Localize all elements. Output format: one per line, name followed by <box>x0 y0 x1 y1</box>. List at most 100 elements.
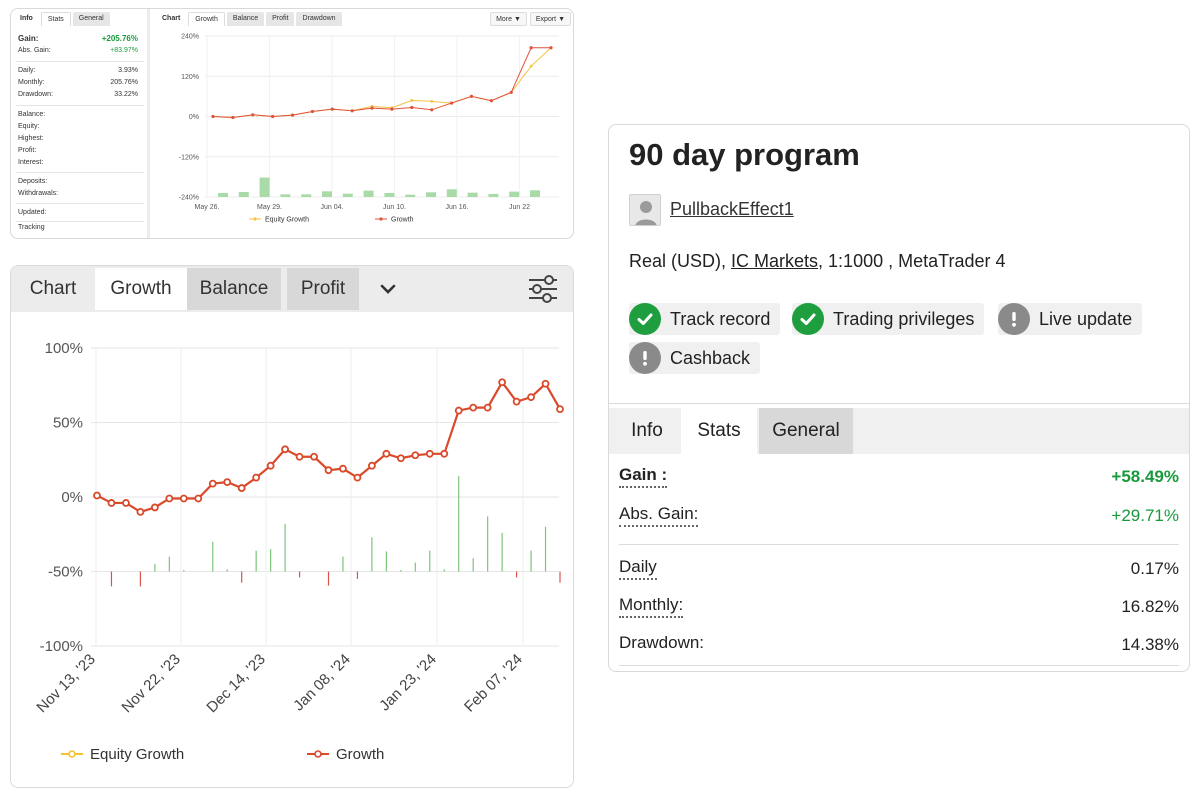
equity-growth-point <box>529 64 533 68</box>
account-info: , 1:1000 , MetaTrader 4 <box>818 251 1006 271</box>
x-tick-label: Feb 07, '24 <box>461 651 526 716</box>
small-tab-balance[interactable]: Balance <box>226 12 265 26</box>
small-tab-chart[interactable]: Chart <box>162 15 181 22</box>
export-button[interactable]: Export ▼ <box>529 12 571 26</box>
x-tick-label: Jan 08, '24 <box>290 651 354 715</box>
info-label: Highest: <box>18 135 44 142</box>
small-tab-profit[interactable]: Profit <box>266 12 295 26</box>
check-icon <box>792 303 824 335</box>
small-tab-info[interactable]: Info <box>20 15 33 22</box>
monthly-value: 16.82% <box>1121 597 1179 616</box>
growth-point <box>353 473 362 482</box>
small-daily-row: Daily: 3.93% <box>18 67 138 74</box>
x-tick-label: Jun 10. <box>383 204 406 211</box>
tab-balance[interactable]: Balance <box>187 268 281 310</box>
x-tick-label: Nov 22, '23 <box>118 651 183 716</box>
profit-bar <box>238 191 249 197</box>
profit-bar <box>322 191 332 197</box>
growth-point <box>368 461 376 470</box>
program-title: 90 day program <box>629 137 860 172</box>
growth-point <box>252 473 261 482</box>
x-tick-label: May 26. <box>195 204 220 211</box>
program-card: 90 day program PullbackEffect1 Real (USD… <box>608 124 1190 672</box>
equity-growth-line <box>212 47 552 119</box>
growth-point <box>165 494 174 503</box>
small-daily-value: 3.93% <box>118 67 138 74</box>
growth-point <box>136 507 145 516</box>
tab-profit[interactable]: Profit <box>287 268 359 310</box>
monthly-row: Monthly: 16.82% <box>619 595 1179 623</box>
x-tick-label: Jun 04. <box>321 204 344 211</box>
small-chart-buttons: More ▼ Export ▼ <box>487 12 571 26</box>
small-tab-general[interactable]: General <box>72 12 110 26</box>
growth-point <box>281 445 289 454</box>
sliders-icon[interactable] <box>527 274 559 304</box>
info-label: Withdrawals: <box>18 190 59 197</box>
monthly-label: Monthly: <box>619 595 684 618</box>
y-tick-label: -50% <box>48 564 83 581</box>
broker-link[interactable]: IC Markets <box>731 251 819 271</box>
badge-label: Trading privileges <box>833 308 975 329</box>
y-tick-label: 0% <box>189 114 199 121</box>
growth-point <box>541 379 550 388</box>
equity-growth-point <box>410 99 414 102</box>
small-drawdown-value: 33.22% <box>114 91 138 98</box>
x-tick-label: Nov 13, '23 <box>33 651 98 716</box>
avatar[interactable] <box>629 194 661 226</box>
tab-general[interactable]: General <box>759 408 853 454</box>
exclamation-icon <box>629 342 661 374</box>
tab-info[interactable]: Info <box>631 420 663 441</box>
info-label: Deposits: <box>18 178 48 185</box>
growth-line <box>212 47 551 119</box>
small-stats-panel: Info Stats General Gain: +205.76% Abs. G… <box>11 9 150 238</box>
profit-bar <box>530 190 540 197</box>
growth-point <box>529 46 533 50</box>
growth-point <box>223 478 232 487</box>
growth-point <box>150 503 159 512</box>
small-gain-label: Gain: <box>18 34 39 43</box>
x-tick-label: Jan 23, '24 <box>376 651 440 715</box>
daily-row: Daily 0.17% <box>619 557 1179 585</box>
check-icon <box>629 303 661 335</box>
growth-point <box>410 105 414 110</box>
tab-stats[interactable]: Stats <box>681 408 757 454</box>
tab-growth[interactable]: Growth <box>95 268 187 310</box>
exclamation-icon <box>998 303 1030 335</box>
small-tab-drawdown[interactable]: Drawdown <box>296 12 342 26</box>
growth-point <box>454 406 463 415</box>
legend-equity-label: Equity Growth <box>90 746 184 763</box>
profit-bar <box>301 194 312 197</box>
profit-bar <box>259 177 270 197</box>
growth-point <box>370 106 374 110</box>
growth-line <box>96 380 561 514</box>
badge-label: Track record <box>670 308 771 329</box>
username-link[interactable]: PullbackEffect1 <box>670 199 794 219</box>
small-gain-value: +205.76% <box>101 34 138 43</box>
divider <box>16 61 144 62</box>
small-tab-stats[interactable]: Stats <box>40 12 71 26</box>
divider <box>609 403 1189 404</box>
equity-growth-point <box>430 100 434 103</box>
small-drawdown-label: Drawdown: <box>18 91 54 98</box>
profit-bar <box>488 193 499 197</box>
small-daily-label: Daily: <box>18 67 36 74</box>
chevron-down-icon[interactable] <box>373 268 403 310</box>
small-widget: Info Stats General Gain: +205.76% Abs. G… <box>10 8 574 239</box>
tab-chart[interactable]: Chart <box>29 278 77 299</box>
growth-point <box>271 114 275 119</box>
growth-point <box>489 99 493 103</box>
growth-point <box>390 107 394 111</box>
growth-point <box>122 499 130 507</box>
abs-gain-value: +29.71% <box>1111 506 1179 525</box>
growth-point <box>194 494 203 503</box>
small-abs-gain-row: Abs. Gain: +83.97% <box>18 47 138 54</box>
info-label: Profit: <box>18 147 37 154</box>
daily-label: Daily <box>619 557 657 580</box>
info-label: Interest: <box>18 159 44 166</box>
divider <box>16 203 144 204</box>
y-tick-label: 240% <box>181 34 199 41</box>
divider <box>619 665 1179 666</box>
more-button[interactable]: More ▼ <box>490 12 527 26</box>
growth-point <box>396 454 405 463</box>
small-tab-growth[interactable]: Growth <box>188 12 225 26</box>
